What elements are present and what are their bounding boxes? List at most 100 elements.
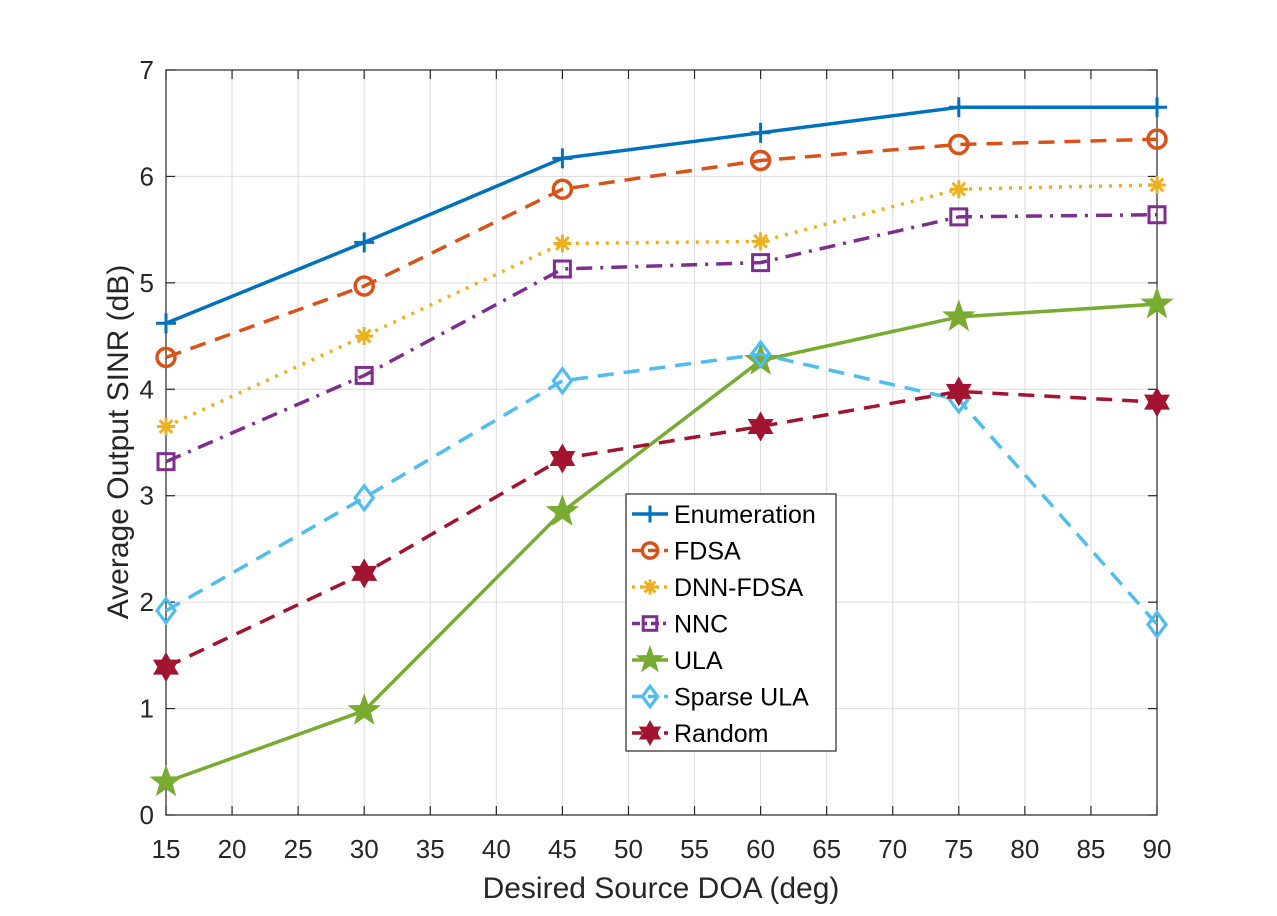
x-tick-label: 30 bbox=[350, 834, 379, 864]
data-point bbox=[156, 452, 176, 472]
legend-entry: Sparse ULA bbox=[632, 684, 809, 712]
legend-label: Sparse ULA bbox=[674, 684, 809, 712]
x-tick-label: 60 bbox=[746, 834, 775, 864]
x-tick-label: 45 bbox=[548, 834, 577, 864]
y-tick-label: 0 bbox=[140, 800, 154, 830]
data-point bbox=[552, 259, 572, 279]
legend-label: FDSA bbox=[674, 538, 741, 566]
legend-entry: DNN-FDSA bbox=[632, 574, 803, 602]
data-point bbox=[552, 148, 573, 169]
data-point bbox=[549, 443, 576, 474]
data-point bbox=[751, 232, 770, 251]
data-point bbox=[353, 483, 376, 513]
legend-entry: ULA bbox=[632, 644, 723, 675]
data-point bbox=[157, 417, 175, 436]
x-tick-label: 70 bbox=[878, 834, 907, 864]
legend-marker bbox=[641, 615, 659, 632]
data-point bbox=[948, 97, 969, 118]
x-tick-label: 80 bbox=[1010, 834, 1039, 864]
series-ula bbox=[149, 286, 1174, 797]
legend-marker bbox=[640, 541, 660, 560]
series-enumeration bbox=[156, 97, 1167, 334]
legend-label: NNC bbox=[674, 611, 728, 639]
y-tick-label: 1 bbox=[140, 694, 154, 724]
series-line bbox=[165, 183, 1158, 429]
x-tick-label: 40 bbox=[482, 834, 511, 864]
data-point bbox=[948, 133, 970, 156]
data-point bbox=[545, 494, 580, 526]
legend-box bbox=[625, 493, 837, 752]
data-point bbox=[155, 595, 177, 626]
y-tick-label: 3 bbox=[140, 481, 154, 511]
x-tick-label: 50 bbox=[614, 834, 643, 864]
data-point bbox=[155, 346, 177, 369]
legend-marker bbox=[640, 683, 660, 710]
legend-label: ULA bbox=[674, 647, 723, 675]
x-tick-label: 90 bbox=[1143, 834, 1172, 864]
legend-marker bbox=[641, 505, 659, 523]
data-point bbox=[353, 275, 375, 297]
y-tick-label: 5 bbox=[140, 268, 154, 298]
y-tick-label: 2 bbox=[140, 587, 154, 617]
y-tick-label: 4 bbox=[140, 374, 154, 404]
data-point bbox=[551, 178, 574, 200]
x-tick-label: 65 bbox=[812, 834, 841, 864]
data-point bbox=[156, 313, 176, 334]
series-nnc bbox=[156, 205, 1167, 472]
series-dnn-fdsa bbox=[157, 175, 1166, 436]
x-tick-label: 75 bbox=[944, 834, 973, 864]
legend-marker bbox=[642, 579, 658, 595]
series-line bbox=[165, 212, 1158, 464]
data-point bbox=[347, 693, 381, 725]
x-tick-label: 25 bbox=[284, 834, 313, 864]
data-point bbox=[942, 299, 976, 332]
legend-entry: FDSA bbox=[632, 538, 741, 566]
legend-label: Enumeration bbox=[674, 501, 816, 529]
data-point bbox=[1148, 175, 1166, 194]
x-tick-label: 35 bbox=[416, 834, 445, 864]
legend-label: Random bbox=[674, 720, 769, 748]
data-point bbox=[1140, 286, 1174, 319]
data-point bbox=[751, 253, 771, 273]
x-axis-title: Desired Source DOA (deg) bbox=[483, 872, 840, 905]
data-point bbox=[949, 207, 969, 227]
plot-border bbox=[165, 69, 1158, 816]
y-axis-ticks: 0 1 2 3 4 5 6 7 bbox=[140, 55, 1157, 830]
data-point bbox=[553, 234, 572, 253]
data-point bbox=[750, 122, 771, 143]
x-axis-ticks: 15 20 25 30 35 40 45 50 55 60 65 70 75 80 85 90 bbox=[152, 70, 1172, 864]
legend-entry: Random bbox=[632, 720, 769, 748]
legend-marker bbox=[638, 720, 662, 746]
legend-marker bbox=[635, 644, 665, 673]
data-point bbox=[1146, 609, 1168, 640]
legend-entry: NNC bbox=[632, 611, 728, 639]
x-tick-label: 55 bbox=[680, 834, 709, 864]
data-point bbox=[149, 764, 183, 797]
data-point bbox=[1146, 128, 1168, 150]
series-fdsa bbox=[155, 128, 1168, 369]
y-axis-title: Average Output SINR (dB) bbox=[102, 265, 135, 620]
data-point bbox=[551, 366, 574, 396]
series-line bbox=[165, 389, 1158, 669]
x-tick-label: 20 bbox=[218, 834, 247, 864]
x-tick-label: 85 bbox=[1076, 834, 1105, 864]
series-line bbox=[165, 352, 1159, 626]
legend: Enumeration FDSA DNN-FDSA NNC ULA Sparse ULA R… bbox=[625, 493, 837, 752]
data-point bbox=[945, 376, 972, 407]
series-line bbox=[165, 137, 1158, 360]
data-point bbox=[355, 327, 374, 346]
data-point bbox=[747, 411, 774, 442]
series-random bbox=[153, 376, 1170, 683]
data-point bbox=[1147, 97, 1167, 118]
data-point bbox=[1144, 387, 1170, 418]
series-line bbox=[165, 105, 1157, 325]
series-sparse-ula bbox=[155, 339, 1168, 640]
data-point bbox=[749, 149, 772, 172]
data-point bbox=[749, 339, 772, 369]
data-point bbox=[1147, 205, 1167, 225]
data-point bbox=[354, 232, 375, 253]
y-tick-label: 6 bbox=[140, 161, 154, 191]
legend-entry: Enumeration bbox=[632, 501, 816, 529]
data-point bbox=[153, 652, 179, 683]
